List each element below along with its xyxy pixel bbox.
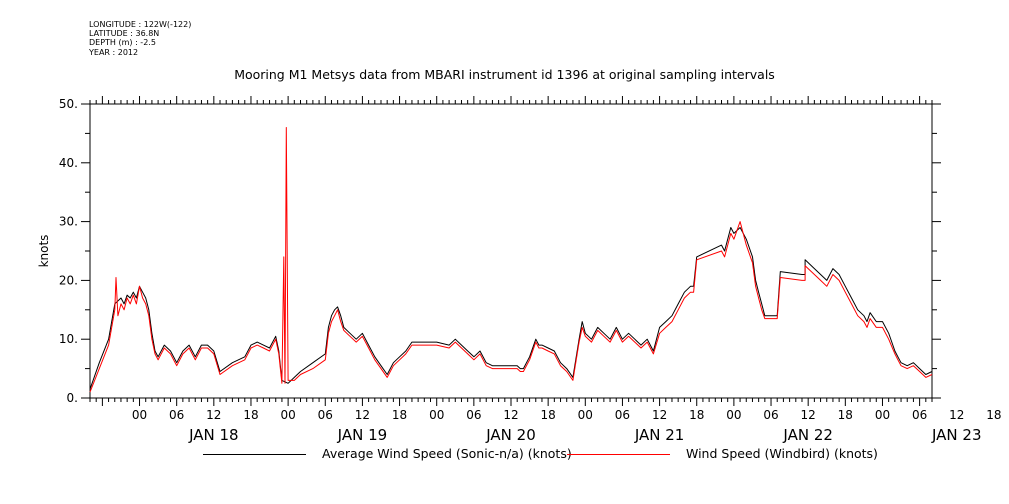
plot-frame xyxy=(89,103,933,399)
x-hour-label: 18 xyxy=(392,408,407,422)
x-day-label: JAN 23 xyxy=(931,426,982,444)
x-day-label: JAN 18 xyxy=(188,426,239,444)
x-hour-label: 18 xyxy=(838,408,853,422)
latitude-label: LATITUDE : 36.8N xyxy=(89,29,160,39)
y-tick-label: 50. xyxy=(59,97,78,111)
x-hour-label: 12 xyxy=(801,408,816,422)
x-hour-label: 06 xyxy=(318,408,333,422)
legend-line-black xyxy=(203,454,306,455)
legend-red: Wind Speed (Windbird) (knots) xyxy=(567,446,878,461)
chart-title: Mooring M1 Metsys data from MBARI instru… xyxy=(234,67,775,82)
x-day-label: JAN 19 xyxy=(337,426,388,444)
x-day-label: JAN 22 xyxy=(782,426,833,444)
x-hour-label: 00 xyxy=(726,408,741,422)
legend-label-red: Wind Speed (Windbird) (knots) xyxy=(686,446,878,461)
y-tick-label: 30. xyxy=(59,215,78,229)
x-hour-label: 12 xyxy=(355,408,370,422)
y-axis-label: knots xyxy=(37,235,51,268)
x-hour-label: 18 xyxy=(689,408,704,422)
x-hour-label: 06 xyxy=(169,408,184,422)
x-hour-label: 06 xyxy=(615,408,630,422)
x-hour-label: 18 xyxy=(243,408,258,422)
y-tick-label: 20. xyxy=(59,273,78,287)
x-hour-label: 06 xyxy=(912,408,927,422)
x-day-label: JAN 21 xyxy=(634,426,685,444)
legend-black: Average Wind Speed (Sonic-n/a) (knots) xyxy=(203,446,572,461)
x-hour-label: 06 xyxy=(466,408,481,422)
depth-label: DEPTH (m) : -2.5 xyxy=(89,38,156,48)
x-day-label: JAN 20 xyxy=(485,426,536,444)
x-hour-label: 12 xyxy=(206,408,221,422)
x-hour-label: 12 xyxy=(949,408,964,422)
x-hour-label: 00 xyxy=(429,408,444,422)
x-hour-label: 00 xyxy=(280,408,295,422)
x-hour-label: 00 xyxy=(875,408,890,422)
x-hour-label: 18 xyxy=(986,408,1001,422)
legend-label-black: Average Wind Speed (Sonic-n/a) (knots) xyxy=(322,446,572,461)
x-hour-label: 18 xyxy=(541,408,556,422)
metadata-block: LONGITUDE : 122W(-122) LATITUDE : 36.8N … xyxy=(89,20,191,57)
x-hour-label: 12 xyxy=(652,408,667,422)
x-hour-label: 00 xyxy=(132,408,147,422)
legend-line-red xyxy=(567,454,670,455)
y-tick-label: 10. xyxy=(59,332,78,346)
x-hour-label: 06 xyxy=(763,408,778,422)
series-line-0 xyxy=(89,227,933,390)
y-tick-label: 0. xyxy=(67,391,78,405)
y-tick-label: 40. xyxy=(59,156,78,170)
x-hour-label: 12 xyxy=(503,408,518,422)
year-label: YEAR : 2012 xyxy=(89,47,139,57)
longitude-label: LONGITUDE : 122W(-122) xyxy=(89,20,192,29)
x-hour-label: 00 xyxy=(578,408,593,422)
series-line-1 xyxy=(89,127,933,393)
